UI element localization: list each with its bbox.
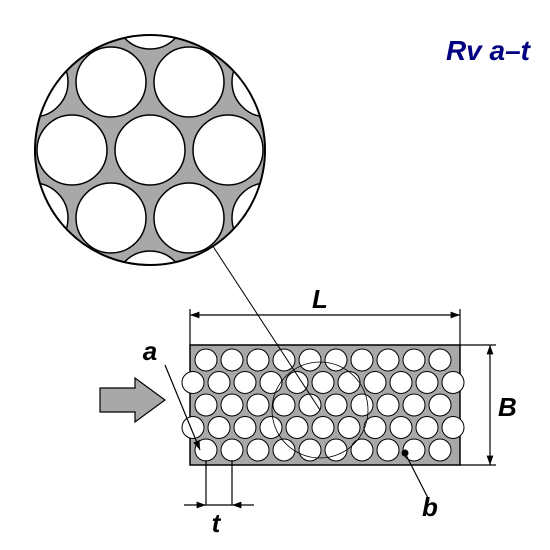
hole xyxy=(338,372,360,394)
hole xyxy=(286,417,308,439)
hole xyxy=(221,349,243,371)
hole xyxy=(377,394,399,416)
hole xyxy=(351,439,373,461)
direction-arrow xyxy=(100,378,165,422)
hole xyxy=(195,349,217,371)
hole xyxy=(312,417,334,439)
hole xyxy=(325,439,347,461)
hole xyxy=(351,349,373,371)
label-b: b xyxy=(422,492,438,522)
hole xyxy=(247,439,269,461)
hole xyxy=(442,372,464,394)
hole xyxy=(338,417,360,439)
hole xyxy=(247,349,269,371)
zoom-detail xyxy=(0,0,380,321)
hole xyxy=(234,417,256,439)
hole xyxy=(416,417,438,439)
hole xyxy=(299,349,321,371)
label-B: B xyxy=(498,392,517,422)
hole xyxy=(221,439,243,461)
hole xyxy=(208,372,230,394)
hole xyxy=(312,372,334,394)
hole xyxy=(390,372,412,394)
hole xyxy=(260,372,282,394)
label-t: t xyxy=(212,508,222,538)
hole xyxy=(351,394,373,416)
label-a: a xyxy=(143,336,157,366)
hole xyxy=(208,417,230,439)
hole xyxy=(273,349,295,371)
hole xyxy=(416,372,438,394)
hole xyxy=(377,349,399,371)
label-L: L xyxy=(312,284,328,314)
hole xyxy=(299,394,321,416)
hole xyxy=(390,417,412,439)
hole xyxy=(325,349,347,371)
hole xyxy=(364,372,386,394)
hole xyxy=(377,439,399,461)
hole xyxy=(325,394,347,416)
hole xyxy=(442,417,464,439)
hole xyxy=(182,417,204,439)
title: Rv a–t xyxy=(446,35,532,66)
hole xyxy=(273,394,295,416)
hole xyxy=(429,349,451,371)
hole xyxy=(429,394,451,416)
hole xyxy=(234,372,256,394)
hole xyxy=(247,394,269,416)
hole xyxy=(429,439,451,461)
hole xyxy=(182,372,204,394)
hole xyxy=(195,394,217,416)
hole xyxy=(403,394,425,416)
hole xyxy=(221,394,243,416)
hole xyxy=(403,349,425,371)
